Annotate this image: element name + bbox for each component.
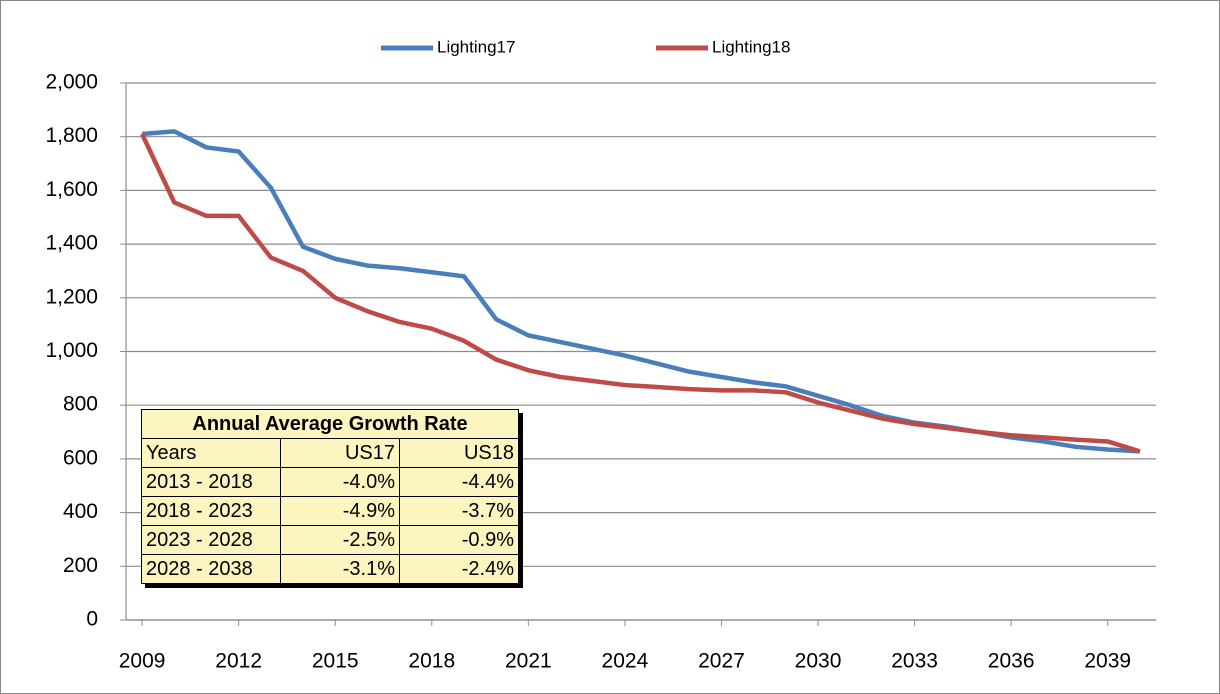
table-cell: -4.4% (399, 467, 519, 497)
table-title: Annual Average Growth Rate (141, 409, 519, 439)
table-cell: -3.7% (399, 496, 519, 526)
table-header-row: Years US17 US18 (141, 438, 519, 468)
table-cell: -2.4% (399, 554, 519, 584)
table-cell: -4.9% (280, 496, 400, 526)
y-tick-label: 2,000 (45, 71, 98, 94)
x-tick-label: 2033 (891, 650, 938, 673)
x-tick-label: 2012 (215, 650, 262, 673)
table-cell: 2018 - 2023 (141, 496, 281, 526)
table-row: 2028 - 2038 -3.1% -2.4% (141, 554, 519, 584)
table-cell: -0.9% (399, 525, 519, 555)
y-tick-label: 600 (63, 446, 98, 469)
growth-table: Annual Average Growth Rate Years US17 US18 2… (141, 409, 519, 584)
y-tick-label: 0 (86, 608, 98, 631)
table-cell: 2013 - 2018 (141, 467, 281, 497)
x-tick-label: 2015 (312, 650, 359, 673)
x-tick-label: 2018 (408, 650, 455, 673)
table-header: US18 (399, 438, 519, 468)
table-title-row: Annual Average Growth Rate (141, 409, 519, 439)
table-row: 2023 - 2028 -2.5% -0.9% (141, 525, 519, 555)
y-tick-label: 1,600 (45, 178, 98, 201)
x-tick-label: 2036 (988, 650, 1035, 673)
y-tick-label: 1,400 (45, 232, 98, 255)
y-tick-label: 1,200 (45, 285, 98, 308)
series-line (141, 129, 1141, 454)
table-cell: -4.0% (280, 467, 400, 497)
table-row: 2018 - 2023 -4.9% -3.7% (141, 496, 519, 526)
x-tick-label: 2024 (602, 650, 649, 673)
y-tick-label: 200 (63, 554, 98, 577)
table-header: Years (141, 438, 281, 468)
x-tick-label: 2009 (119, 650, 166, 673)
x-tick-label: 2027 (698, 650, 745, 673)
table-header: US17 (280, 438, 400, 468)
legend-label: Lighting17 (437, 37, 515, 56)
x-tick-label: 2021 (505, 650, 552, 673)
y-tick-label: 1,000 (45, 339, 98, 362)
table-cell: 2023 - 2028 (141, 525, 281, 555)
table-cell: -3.1% (280, 554, 400, 584)
table-row: 2013 - 2018 -4.0% -4.4% (141, 467, 519, 497)
y-tick-label: 400 (63, 500, 98, 523)
legend-label: Lighting18 (712, 37, 790, 56)
y-tick-label: 800 (63, 393, 98, 416)
table-cell: -2.5% (280, 525, 400, 555)
x-tick-label: 2030 (795, 650, 842, 673)
x-tick-label: 2039 (1084, 650, 1131, 673)
y-tick-label: 1,800 (45, 124, 98, 147)
table-cell: 2028 - 2038 (141, 554, 281, 584)
series-line (140, 133, 1141, 454)
